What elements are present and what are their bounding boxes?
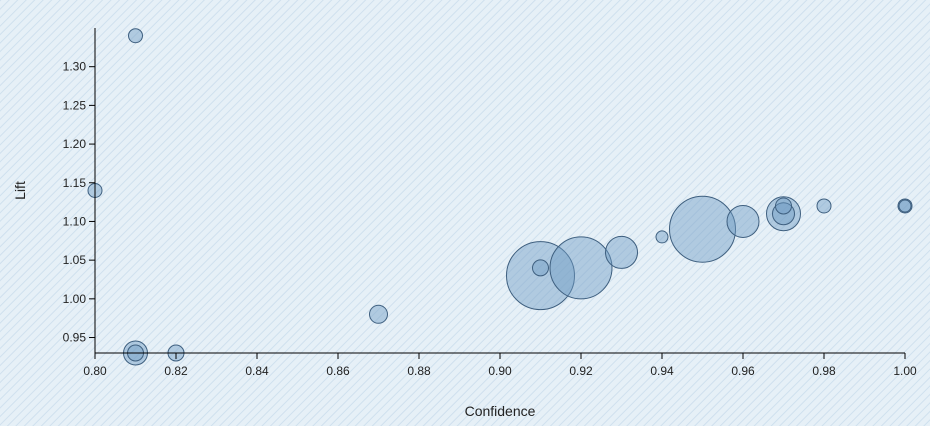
x-tick-label: 0.92 — [569, 364, 593, 378]
x-tick-label: 0.90 — [488, 364, 512, 378]
x-tick-label: 0.82 — [164, 364, 188, 378]
data-point-19[interactable] — [899, 200, 911, 212]
x-tick-label: 0.88 — [407, 364, 431, 378]
data-point-6[interactable] — [370, 305, 388, 323]
y-tick-label: 1.20 — [63, 137, 87, 151]
y-tick-label: 1.00 — [63, 292, 87, 306]
data-point-12[interactable] — [670, 196, 736, 262]
y-axis-title: Lift — [12, 181, 28, 200]
x-tick-label: 0.80 — [83, 364, 107, 378]
x-tick-label: 1.00 — [893, 364, 917, 378]
y-tick-label: 0.95 — [63, 331, 87, 345]
data-point-16[interactable] — [776, 198, 792, 214]
y-tick-label: 1.15 — [63, 176, 87, 190]
x-tick-label: 0.84 — [245, 364, 269, 378]
y-tick-label: 1.30 — [63, 60, 87, 74]
data-point-8[interactable] — [533, 260, 549, 276]
data-point-17[interactable] — [817, 199, 831, 213]
data-point-13[interactable] — [727, 205, 759, 237]
y-tick-label: 1.10 — [63, 214, 87, 228]
y-tick-label: 1.25 — [63, 98, 87, 112]
data-point-10[interactable] — [606, 236, 638, 268]
x-tick-label: 0.96 — [731, 364, 755, 378]
x-tick-label: 0.86 — [326, 364, 350, 378]
data-point-1[interactable] — [129, 29, 143, 43]
y-tick-label: 1.05 — [63, 253, 87, 267]
x-axis-title: Confidence — [465, 403, 536, 419]
x-tick-label: 0.98 — [812, 364, 836, 378]
data-point-9[interactable] — [550, 237, 612, 299]
x-tick-label: 0.94 — [650, 364, 674, 378]
data-point-11[interactable] — [656, 231, 668, 243]
